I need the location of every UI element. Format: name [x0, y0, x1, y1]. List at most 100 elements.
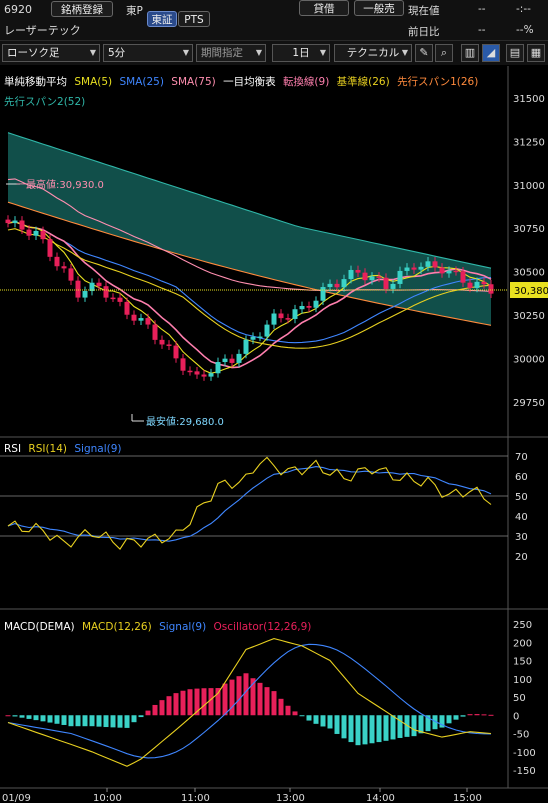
- candle-body: [89, 282, 95, 292]
- macd-title: MACD(DEMA): [4, 621, 75, 633]
- time-tick-label: 15:00: [453, 793, 482, 803]
- save-icon[interactable]: ▤: [506, 44, 524, 62]
- general-sell-button[interactable]: 一般売: [354, 0, 404, 16]
- osc-bar: [124, 715, 130, 728]
- chart-type-select[interactable]: ローソク足 ▼: [2, 44, 100, 62]
- rsi-lines: [7, 456, 492, 550]
- price-tick-label: 31000: [513, 181, 545, 192]
- span-b-line: [7, 132, 492, 269]
- time-tick-label: 11:00: [181, 793, 210, 803]
- macd-signal-line: [7, 643, 492, 759]
- osc-bar: [201, 688, 207, 716]
- candle-body: [292, 309, 298, 319]
- technical-select[interactable]: テクニカル ▼: [334, 44, 412, 62]
- osc-bar: [215, 688, 221, 716]
- macd-tick-label: 250: [513, 620, 532, 631]
- pencil-icon[interactable]: ✎: [415, 44, 433, 62]
- osc-bar: [194, 688, 200, 716]
- osc-bar: [12, 715, 18, 717]
- rsi-tick-label: 30: [515, 532, 528, 543]
- osc-bar: [222, 683, 228, 716]
- osc-bar: [89, 715, 95, 727]
- osc-bar: [369, 715, 375, 744]
- time-axis: 01/09 10:00 11:00 13:00 14:00 15:00: [2, 788, 482, 803]
- candle-body: [460, 271, 466, 283]
- osc-bar: [180, 690, 186, 716]
- price-axis: 31500 31250 31000 30750 30500 30250 30000 29750: [513, 94, 545, 409]
- macd-tick-label: 100: [513, 675, 532, 686]
- candle-body: [439, 267, 445, 274]
- candle-body: [96, 282, 102, 287]
- date-label: 01/09: [2, 793, 31, 803]
- osc-bar: [75, 715, 81, 727]
- chevron-down-icon: ▼: [401, 48, 408, 57]
- candle-body: [12, 220, 18, 224]
- osc-bar: [411, 715, 417, 737]
- span-select[interactable]: 1日 ▼: [272, 44, 330, 62]
- span-value: 1日: [292, 47, 310, 59]
- price-tick-label: 31250: [513, 137, 545, 148]
- candle-body: [145, 318, 151, 325]
- tab-tosho[interactable]: 東証: [147, 11, 177, 27]
- macd-histogram: [5, 673, 494, 746]
- interval-select[interactable]: 5分 ▼: [103, 44, 193, 62]
- osc-bar: [313, 715, 319, 724]
- change-value: --: [478, 24, 486, 36]
- candle-body: [131, 314, 137, 321]
- macd-tick-label: -150: [513, 766, 536, 777]
- osc-bar: [54, 715, 60, 724]
- current-price-tag-text: 30,380: [514, 286, 548, 297]
- rsi-tick-label: 70: [515, 452, 528, 463]
- sma5-line: [7, 221, 492, 374]
- main-legend: 単純移動平均 SMA(5) SMA(25) SMA(75) 一目均衡表 転換線(…: [4, 74, 478, 89]
- tab-pts[interactable]: PTS: [178, 11, 210, 27]
- bar-chart-icon[interactable]: ▥: [461, 44, 479, 62]
- candle-body: [201, 374, 207, 377]
- candle-body: [5, 219, 11, 224]
- candle-body: [271, 313, 277, 325]
- osc-bar: [159, 700, 165, 716]
- price-chart[interactable]: 31500 31250 31000 30750 30500 30250 30000 29750…: [0, 66, 548, 438]
- candle-body: [264, 324, 270, 337]
- legend-sma-title: 単純移動平均: [4, 76, 67, 88]
- candle-body: [348, 269, 354, 280]
- osc-bar: [467, 714, 473, 716]
- osc-bar: [166, 696, 172, 716]
- osc-bar: [376, 715, 382, 743]
- period-select[interactable]: 期間指定 ▼: [196, 44, 266, 62]
- osc-bar: [425, 715, 431, 732]
- osc-bar: [82, 715, 88, 727]
- area-chart-icon[interactable]: ◢: [482, 44, 500, 62]
- stock-name: レーザーテック: [4, 24, 81, 37]
- candle-body: [481, 281, 487, 285]
- osc-bar: [96, 715, 102, 727]
- header-bar: 6920 銘柄登録 東P 東証 PTS 貸借 一般売 現在値 -- -:-- レ…: [0, 0, 548, 40]
- lend-button[interactable]: 貸借: [299, 0, 349, 16]
- candle-body: [334, 283, 340, 288]
- candle-body: [404, 267, 410, 271]
- zoom-icon[interactable]: ⌕: [435, 44, 453, 62]
- osc-bar: [320, 715, 326, 727]
- osc-bar: [453, 715, 459, 720]
- register-button[interactable]: 銘柄登録: [51, 1, 113, 17]
- macd-line: [7, 638, 492, 767]
- legend-ichimoku: 一目均衡表: [223, 76, 276, 88]
- legend-sma5: SMA(5): [74, 76, 113, 88]
- print-icon[interactable]: ▦: [527, 44, 545, 62]
- rsi-tick-label: 60: [515, 472, 528, 483]
- rsi-tick-label: 50: [515, 492, 528, 503]
- osc-bar: [138, 715, 144, 718]
- rsi-legend: RSI RSI(14) Signal(9): [4, 443, 122, 455]
- candle-body: [446, 270, 452, 274]
- osc-bar: [5, 715, 11, 717]
- rsi-chart[interactable]: 70 60 50 40 30 20: [0, 438, 548, 610]
- macd-tick-label: 200: [513, 638, 532, 649]
- osc-bar: [173, 693, 179, 716]
- osc-bar: [327, 715, 333, 729]
- osc-bar: [47, 715, 53, 723]
- price-tick-label: 29750: [513, 398, 545, 409]
- macd-chart[interactable]: 250 200 150 100 50 0 -50 -100 -150 01/09 10:00 11:…: [0, 610, 548, 803]
- candle-body: [75, 280, 81, 298]
- macd-axis: 250 200 150 100 50 0 -50 -100 -150: [513, 620, 536, 777]
- osc-bar: [26, 715, 32, 719]
